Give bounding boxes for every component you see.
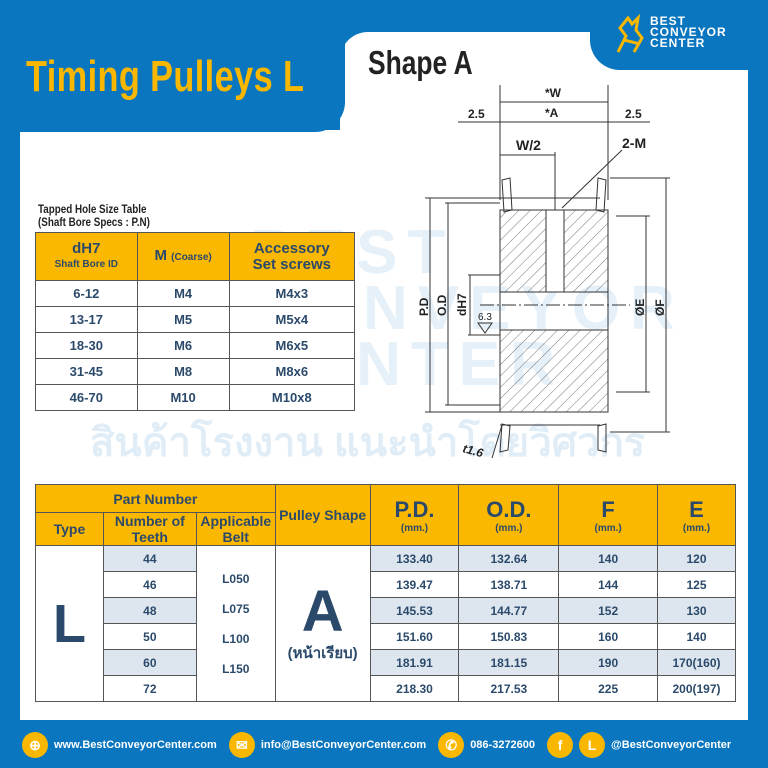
table-row: 31-45 M8 M8x6 xyxy=(35,358,356,385)
svg-text:2-M: 2-M xyxy=(622,135,646,151)
svg-text:O.D: O.D xyxy=(435,294,449,316)
header-m: M (Coarse) xyxy=(136,232,230,281)
svg-text:2.5: 2.5 xyxy=(625,107,642,121)
logo-icon xyxy=(616,14,644,53)
header-teeth: Number of Teeth xyxy=(102,512,197,546)
title-box: Timing Pulleys L xyxy=(0,0,345,132)
shape-value: A (หน้าเรียบ) xyxy=(274,545,371,702)
header-part-number: Part Number xyxy=(35,484,276,513)
shape-title: Shape A xyxy=(368,44,473,81)
pulley-drawing: *W *A 2.5 2.5 W/2 2-M P.D O.D dH7 ØE ØF … xyxy=(417,85,670,460)
header-od: O.D. (mm.) xyxy=(458,484,560,546)
header-belt: Applicable Belt xyxy=(195,512,276,546)
table-row: 18-30 M6 M6x5 xyxy=(35,332,356,359)
watermark-text: สินค้าโรงงาน แนะนำโดยวิศวกร xyxy=(90,421,646,465)
facebook-icon[interactable]: f xyxy=(547,732,574,758)
pulley-spec-table: Part Number Pulley Shape P.D. (mm.) O.D.(… xyxy=(35,484,736,702)
logo-text: BEST CONVEYOR CENTER xyxy=(650,14,727,50)
header-type: Type xyxy=(35,512,104,546)
line-icon[interactable]: L xyxy=(579,732,606,758)
belt-list: L050 L075 L100 L150 xyxy=(195,545,276,702)
globe-icon: ⊕ xyxy=(22,732,48,758)
table-row: 6-12 M4 M4x3 xyxy=(35,280,356,307)
svg-text:t1.6: t1.6 xyxy=(461,441,485,460)
table-header: dH7 Shaft Bore ID M (Coarse) Accessory Set… xyxy=(35,232,356,281)
social-handle[interactable]: @BestConveyorCenter xyxy=(611,739,732,751)
mail-icon: ✉ xyxy=(228,732,255,758)
table-row: L 44 L050 L075 L100 L150 A (หน้าเรียบ) 133.4… xyxy=(35,545,736,702)
type-value: L xyxy=(35,545,104,702)
table-row: 60 181.91 181.15 190 170(160) xyxy=(36,649,736,676)
table-row: 48 145.53 144.77 152 130 xyxy=(36,597,736,624)
svg-text:*W: *W xyxy=(545,86,562,100)
svg-text:P.D: P.D xyxy=(417,297,431,316)
tapped-hole-table: dH7 Shaft Bore ID M (Coarse) Accessory Set… xyxy=(35,232,356,411)
table-row: 46-70 M10 M10x8 xyxy=(35,384,356,411)
footer: ⊕ www.BestConveyorCenter.com ✉ info@Best… xyxy=(0,728,768,762)
table-row: 72 218.30 217.53 225 200(197) xyxy=(36,675,736,702)
svg-text:6.3: 6.3 xyxy=(478,312,492,323)
phone-number[interactable]: 086-3272600 xyxy=(470,739,536,751)
svg-text:2.5: 2.5 xyxy=(468,107,485,121)
table-row: 46 139.47 138.71 144 125 xyxy=(36,571,736,598)
header-screws: Accessory Set screws xyxy=(228,232,356,281)
phone-icon: ✆ xyxy=(438,732,465,758)
website-link[interactable]: www.BestConveyorCenter.com xyxy=(54,739,217,751)
svg-text:W/2: W/2 xyxy=(516,137,541,153)
svg-text:*A: *A xyxy=(545,106,559,120)
table-row: 13-17 M5 M5x4 xyxy=(35,306,356,333)
email-link[interactable]: info@BestConveyorCenter.com xyxy=(260,739,427,751)
tapped-table-caption: Tapped Hole Size Table (Shaft Bore Specs … xyxy=(38,202,150,229)
header-f: F (mm.) xyxy=(558,484,659,546)
header-e: E (mm.) xyxy=(657,484,736,546)
header-pd: P.D. (mm.) xyxy=(369,484,460,546)
svg-text:ØF: ØF xyxy=(653,299,667,316)
svg-text:ØE: ØE xyxy=(633,299,647,316)
table-row: 50 151.60 150.83 160 140 xyxy=(36,623,736,650)
svg-text:dH7: dH7 xyxy=(455,293,469,316)
logo-box xyxy=(590,0,768,70)
header-bore: dH7 Shaft Bore ID xyxy=(35,232,138,281)
header-shape: Pulley Shape xyxy=(274,484,371,546)
page-title: Timing Pulleys L xyxy=(26,52,305,101)
